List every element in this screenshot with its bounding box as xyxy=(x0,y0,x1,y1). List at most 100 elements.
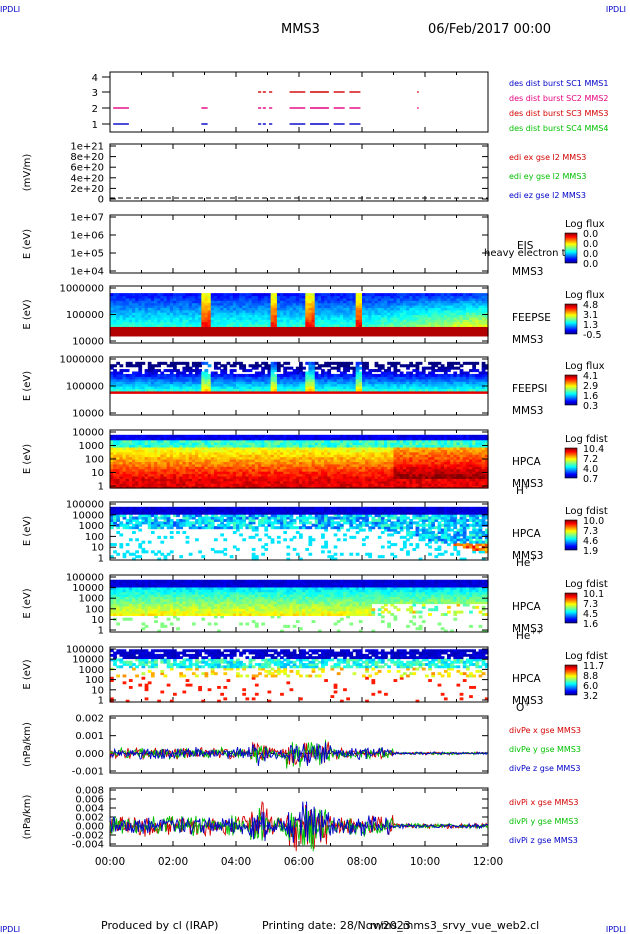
spectrogram-cell xyxy=(273,439,278,443)
spectrogram-cell xyxy=(409,295,413,299)
spectrogram-cell xyxy=(229,439,234,443)
spectrogram-cell xyxy=(251,373,256,377)
spectrogram-cell xyxy=(154,485,158,489)
spectrogram-cell xyxy=(462,293,467,297)
spectrogram-cell xyxy=(116,386,121,390)
spectrogram-cell xyxy=(258,390,262,394)
spectrogram-cell xyxy=(185,326,190,330)
spectrogram-cell xyxy=(125,485,130,489)
spectrogram-cell xyxy=(242,475,247,479)
spectrogram-cell xyxy=(242,297,247,301)
spectrogram-cell xyxy=(276,321,281,325)
spectrogram-cell xyxy=(453,309,458,313)
spectrogram-cell xyxy=(147,439,152,443)
spectrogram-cell xyxy=(415,333,420,337)
spectrogram-cell xyxy=(210,466,215,470)
spectrogram-cell xyxy=(204,485,209,489)
spectrogram-cell xyxy=(201,449,206,453)
spectrogram-cell xyxy=(198,483,202,487)
spectrogram-cell xyxy=(119,485,124,489)
spectrogram-cell xyxy=(472,312,476,316)
spectrogram-cell xyxy=(280,471,284,475)
spacecraft-label: MMS3 xyxy=(512,334,543,346)
spectrogram-cell xyxy=(239,300,243,304)
spectrogram-cell xyxy=(377,369,382,373)
spectrogram-cell xyxy=(327,381,332,385)
spectrogram-cell xyxy=(198,461,202,465)
spectrogram-cell xyxy=(220,478,224,482)
spectrogram-cell xyxy=(141,307,146,311)
spectrogram-cell xyxy=(289,390,294,394)
spectrogram-cell xyxy=(447,314,451,318)
spectrogram-cell xyxy=(116,451,121,455)
spectrogram-cell xyxy=(418,388,423,392)
spectrogram-cell xyxy=(173,307,177,311)
spectrogram-cell xyxy=(283,456,287,460)
spectrogram-cell xyxy=(336,376,341,380)
spectrogram-cell xyxy=(226,437,231,441)
spectrogram-cell xyxy=(223,451,228,455)
spectrogram-cell xyxy=(374,321,379,325)
spectrogram-cell xyxy=(267,369,272,373)
spectrogram-cell xyxy=(176,468,180,472)
spectrogram-cell xyxy=(239,295,243,299)
spectrogram-cell xyxy=(141,444,146,448)
spectrogram-cell xyxy=(198,319,202,323)
spectrogram-cell xyxy=(418,305,423,308)
spectrogram-cell xyxy=(157,321,161,325)
spectrogram-cell xyxy=(267,326,272,330)
spectrogram-cell xyxy=(390,326,395,330)
spectrogram-cell xyxy=(481,333,486,337)
spectrogram-cell xyxy=(254,442,259,446)
spectrogram-cell xyxy=(349,319,354,323)
spectrogram-cell xyxy=(299,319,303,323)
spectrogram-cell xyxy=(245,473,250,477)
spectrogram-cell xyxy=(453,328,458,332)
spectrogram-cell xyxy=(409,386,413,390)
spectrogram-cell xyxy=(119,307,124,311)
spectrogram-cell xyxy=(135,300,139,304)
spectrogram-cell xyxy=(232,364,237,368)
spectrogram-cell xyxy=(406,328,410,332)
spectrogram-cell xyxy=(223,383,228,387)
spectrogram-cell xyxy=(195,388,199,392)
spectrogram-cell xyxy=(371,373,376,377)
spectrogram-cell xyxy=(362,383,366,387)
spectrogram-cell xyxy=(453,302,458,306)
spectrogram-cell xyxy=(157,333,161,337)
spectrogram-cell xyxy=(163,454,168,458)
spectrogram-cell xyxy=(191,378,196,382)
spectrogram-cell xyxy=(188,295,193,299)
spectrogram-cell xyxy=(443,295,448,299)
spectrogram-cell xyxy=(125,449,130,453)
spectrogram-cell xyxy=(204,300,209,304)
spectrogram-cell xyxy=(232,461,237,465)
spectrogram-cell xyxy=(346,369,350,373)
spectrogram-cell xyxy=(380,376,385,380)
spectrogram-cell xyxy=(119,331,124,335)
spectrogram-cell xyxy=(138,331,143,335)
spectrogram-cell xyxy=(295,333,300,337)
spectrogram-cell xyxy=(421,314,426,318)
spectrogram-cell xyxy=(176,439,180,443)
spectrogram-cell xyxy=(276,307,281,311)
spectrogram-cell xyxy=(374,314,379,318)
spectrogram-cell xyxy=(144,302,149,306)
spectrogram-cell xyxy=(179,293,184,297)
spectrogram-cell xyxy=(324,293,328,297)
spectrogram-cell xyxy=(242,316,247,320)
spectrogram-cell xyxy=(210,483,215,487)
spectrogram-cell xyxy=(229,449,234,453)
spectrogram-cell xyxy=(169,468,174,472)
spectrogram-cell xyxy=(154,312,158,316)
spectrogram-cell xyxy=(286,321,291,325)
spectrogram-cell xyxy=(125,364,130,368)
spectrogram-cell xyxy=(226,331,231,335)
spectrogram-cell xyxy=(273,468,278,472)
spectrogram-cell xyxy=(179,456,184,460)
spectrogram-cell xyxy=(311,371,316,375)
spectrogram-cell xyxy=(169,373,174,377)
spectrogram-cell xyxy=(157,376,161,380)
spectrogram-cell xyxy=(475,307,480,311)
spectrogram-cell xyxy=(132,468,136,472)
